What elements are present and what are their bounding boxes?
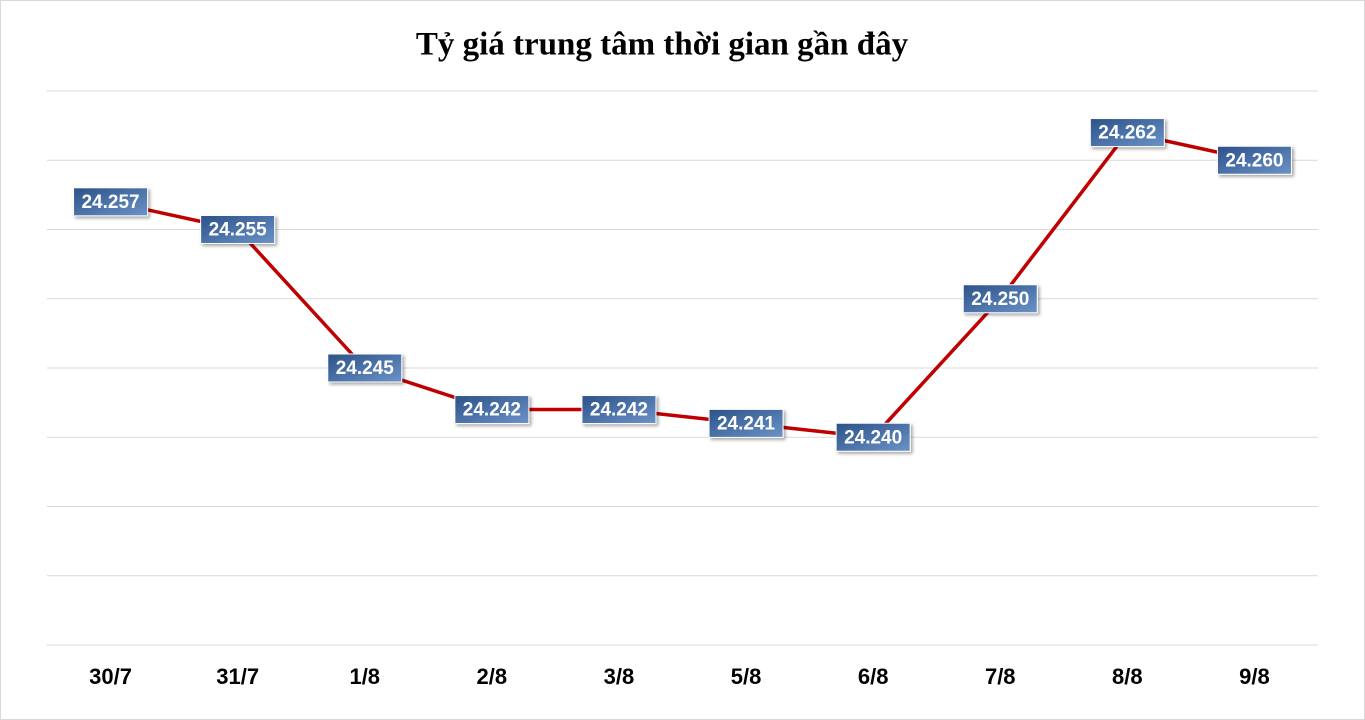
x-tick-label: 2/8 <box>477 664 508 689</box>
x-tick-label: 31/7 <box>216 664 259 689</box>
data-label: 24.257 <box>81 192 139 213</box>
x-tick-label: 8/8 <box>1112 664 1143 689</box>
data-label: 24.255 <box>209 220 268 241</box>
data-label: 24.240 <box>844 427 902 448</box>
data-label-box <box>73 187 149 217</box>
chart-title: Tỷ giá trung tâm thời gian gần đây <box>416 27 909 63</box>
x-tick-label: 3/8 <box>604 664 635 689</box>
x-tick-label: 7/8 <box>985 664 1016 689</box>
data-label-box <box>200 215 276 244</box>
data-label: 24.242 <box>463 400 521 421</box>
data-label-box <box>581 395 657 425</box>
x-tick-label: 6/8 <box>858 664 889 689</box>
data-label-box <box>1089 118 1165 148</box>
data-label: 24.262 <box>1098 123 1156 144</box>
data-label: 24.242 <box>590 400 648 421</box>
data-label: 24.245 <box>336 358 395 379</box>
x-tick-label: 30/7 <box>89 664 132 689</box>
data-label-box <box>708 408 784 438</box>
data-label-box <box>835 422 911 452</box>
data-label: 24.241 <box>717 413 776 434</box>
x-tick-label: 9/8 <box>1239 664 1270 689</box>
series-line <box>110 130 1255 440</box>
data-label-box <box>1216 145 1292 175</box>
x-tick-label: 5/8 <box>731 664 762 689</box>
data-label-box <box>962 284 1038 314</box>
data-label: 24.250 <box>971 289 1029 310</box>
x-tick-label: 1/8 <box>349 664 380 689</box>
data-label-box <box>454 395 530 425</box>
data-label-box <box>327 353 403 383</box>
data-label: 24.260 <box>1225 150 1283 171</box>
